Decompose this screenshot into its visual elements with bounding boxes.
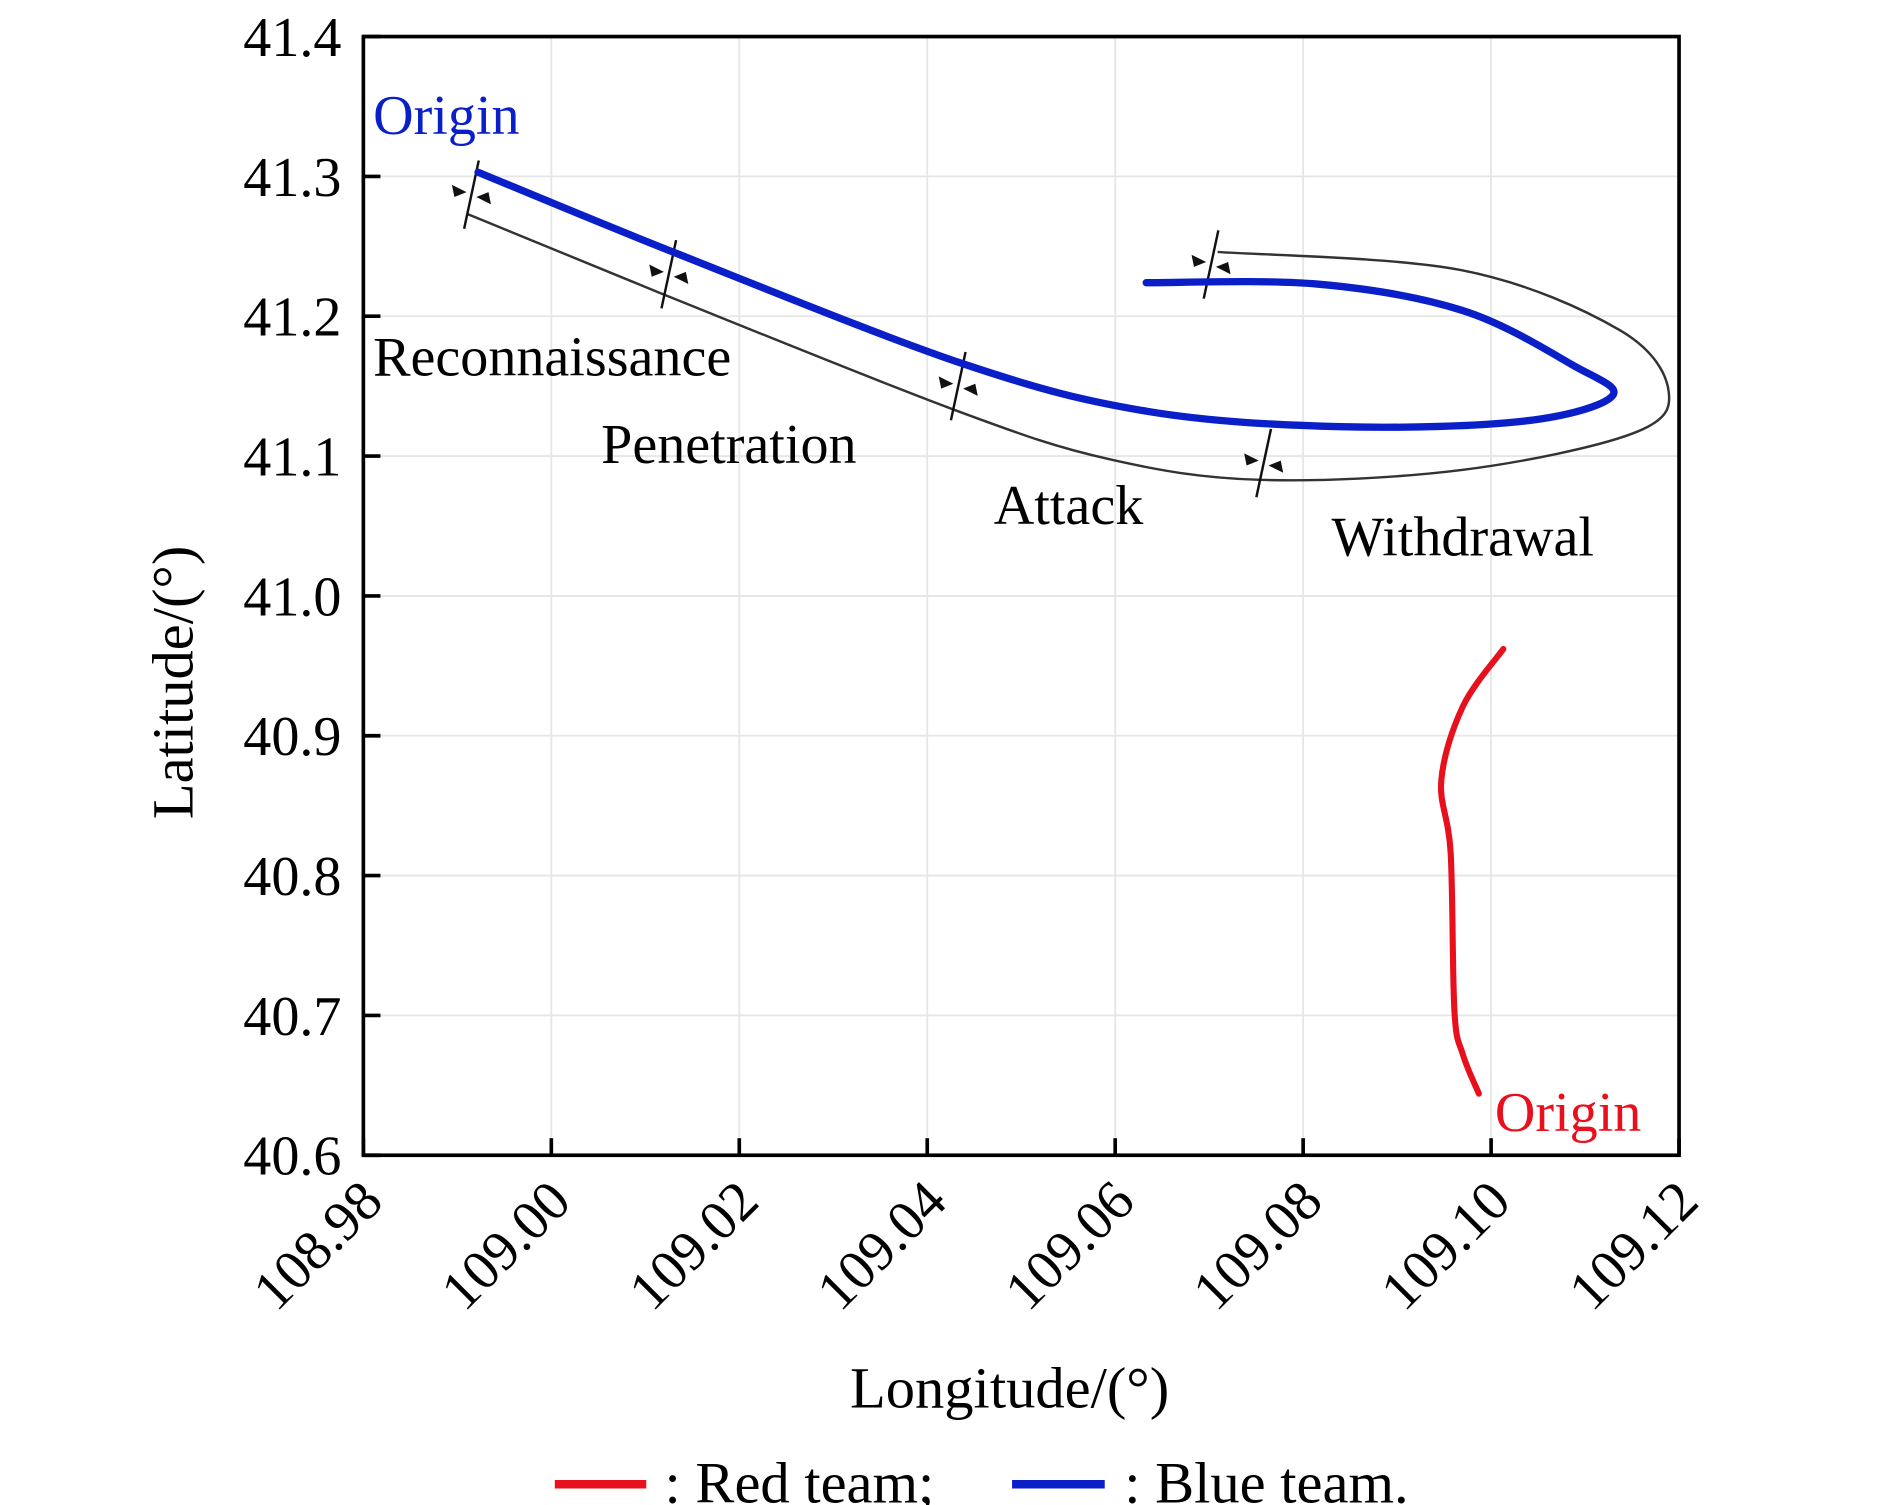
y-tick-label: 40.8 (243, 846, 341, 908)
x-tick-label: 109.04 (805, 1169, 958, 1322)
phase-arrow-line (467, 213, 1671, 482)
phase-label-attack: Attack (994, 475, 1144, 537)
y-tick-label: 40.7 (243, 986, 341, 1048)
y-tick-label: 41.0 (243, 566, 341, 628)
blue-team-trajectory (474, 168, 1618, 431)
red-origin-label: Origin (1495, 1082, 1641, 1144)
x-tick-label: 109.10 (1369, 1169, 1522, 1322)
y-tick-label: 41.2 (243, 287, 341, 349)
y-axis-label: Latitude/(°) (141, 546, 206, 819)
y-tick-label: 41.3 (243, 147, 341, 209)
red-team-trajectory (1437, 645, 1507, 1097)
phase-arrowhead (1244, 453, 1284, 473)
x-tick-label: 109.12 (1557, 1169, 1710, 1322)
y-tick-label: 40.6 (243, 1126, 341, 1188)
y-tick-label: 41.1 (243, 427, 341, 489)
x-tick-label: 108.98 (242, 1169, 395, 1322)
phase-label-penetration: Penetration (601, 414, 856, 476)
x-tick-label: 109.06 (993, 1169, 1146, 1322)
legend-red-label: : Red team; (665, 1451, 935, 1505)
x-tick-label: 109.00 (430, 1169, 583, 1322)
phase-label-reconnaissance: Reconnaissance (373, 326, 731, 388)
phase-boundary-tick (1202, 230, 1220, 299)
y-tick-label: 41.4 (243, 7, 341, 69)
phase-label-withdrawal: Withdrawal (1332, 507, 1594, 569)
x-axis-label: Longitude/(°) (850, 1356, 1169, 1421)
phase-boundary-tick (1255, 428, 1273, 498)
x-tick-label: 109.08 (1181, 1169, 1334, 1322)
plot-frame (361, 34, 1681, 1158)
blue-origin-label: Origin (373, 85, 519, 147)
legend-blue-label: : Blue team. (1124, 1451, 1408, 1505)
y-tick-label: 40.9 (243, 706, 341, 768)
phase-arrowhead (451, 184, 491, 205)
legend: : Red team; : Blue team. (554, 1451, 1409, 1505)
x-tick-label: 109.02 (618, 1169, 771, 1322)
series (451, 160, 1671, 1097)
grid (363, 36, 1680, 1156)
